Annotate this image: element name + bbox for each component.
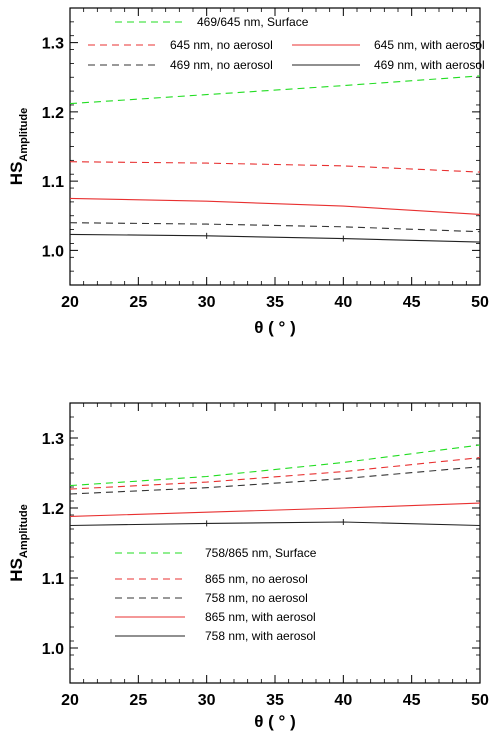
series-line-5 [69,233,481,243]
y-tick-label: 1.0 [42,243,64,260]
series-line-5 [69,521,481,527]
y-tick-label: 1.0 [42,641,64,658]
x-tick-label: 20 [61,294,79,311]
bottom-chart: 20 25 30 35 40 45 50 1.0 1.1 1.2 1.3 θ ( ° ) HSAmpli… [7,402,489,731]
series-line-3 [69,222,481,233]
x-tick-label: 20 [61,692,79,709]
x-tick-label: 40 [334,294,352,311]
y-axis-label: HSAmplitude [7,504,30,581]
legend-label-4: 645 nm, with aerosol [374,38,485,52]
x-tick-label: 40 [334,692,352,709]
x-tick-label: 35 [266,692,284,709]
x-tick-label: 45 [403,294,421,311]
y-axis-label-main: HS [7,162,26,186]
x-axis-label: θ ( ° ) [254,712,295,731]
series-line-4 [69,502,481,517]
y-tick-label: 1.1 [42,174,64,191]
series-line-1 [69,444,481,487]
y-axis-label-subscript: Amplitude [18,108,30,162]
series-line-3 [69,466,481,495]
legend-label-5: 469 nm, with aerosol [374,58,485,72]
x-tick-label: 25 [129,294,147,311]
x-tick-label: 35 [266,294,284,311]
y-tick-label: 1.2 [42,501,64,518]
y-axis-label-main: HS [7,558,26,582]
legend-label-1: 758/865 nm, Surface [205,546,317,560]
legend-label-3: 469 nm, no aerosol [170,58,273,72]
legend-label-2: 865 nm, no aerosol [205,572,308,586]
y-tick-label: 1.3 [42,431,64,448]
x-axis-label: θ ( ° ) [254,318,295,337]
legend-label-5: 758 nm, with aerosol [205,629,316,643]
x-tick-label: 30 [198,692,216,709]
series-line-2 [69,161,481,173]
y-tick-label: 1.2 [42,105,64,122]
x-tick-label: 45 [403,692,421,709]
series-line-1 [69,75,481,105]
legend-label-4: 865 nm, with aerosol [205,610,316,624]
y-tick-label: 1.1 [42,571,64,588]
y-axis-label: HSAmplitude [7,108,30,185]
y-tick-label: 1.3 [42,36,64,53]
top-chart: 20 25 30 35 40 45 50 1.0 1.1 1.2 1.3 θ ( ° ) HSAmpli… [7,7,489,337]
legend-label-2: 645 nm, no aerosol [170,38,273,52]
x-tick-label: 25 [129,692,147,709]
x-tick-label: 50 [471,692,489,709]
y-axis-label-subscript: Amplitude [18,504,30,558]
series-line-2 [69,457,481,490]
legend-label-1: 469/645 nm, Surface [197,15,309,29]
x-tick-label: 30 [198,294,216,311]
series-line-4 [69,197,481,215]
legend-label-3: 758 nm, no aerosol [205,591,308,605]
x-tick-label: 50 [471,294,489,311]
